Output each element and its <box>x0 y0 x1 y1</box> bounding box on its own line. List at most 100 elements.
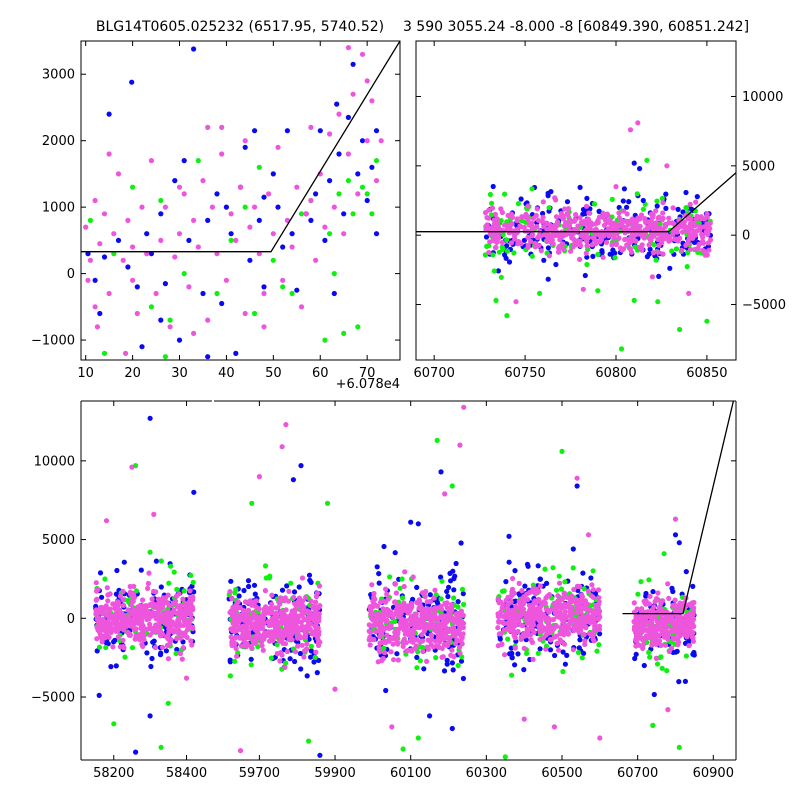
data-point-magenta <box>431 595 437 601</box>
data-point-green <box>266 575 273 581</box>
data-point-magenta <box>496 600 502 606</box>
data-point-magenta <box>425 645 431 651</box>
y-tick-label: 10000 <box>742 90 783 105</box>
data-point-blue <box>279 587 286 593</box>
data-point-magenta <box>598 237 605 243</box>
data-point-blue <box>444 661 450 667</box>
data-point-blue <box>654 203 660 209</box>
x-tick-label: 10 <box>77 366 94 381</box>
data-point-green <box>162 354 168 360</box>
data-point-blue <box>205 354 211 360</box>
data-point-magenta <box>508 599 514 605</box>
data-point-magenta <box>418 639 424 645</box>
data-point-magenta <box>332 686 338 692</box>
data-point-green <box>646 577 652 583</box>
data-point-magenta <box>514 230 520 236</box>
data-point-magenta <box>269 634 275 640</box>
data-point-magenta <box>98 626 104 633</box>
data-point-blue <box>149 655 155 662</box>
data-point-magenta <box>283 632 289 638</box>
data-point-magenta <box>120 257 126 263</box>
data-point-blue <box>444 588 450 595</box>
data-point-magenta <box>527 589 533 596</box>
data-point-green <box>638 579 644 585</box>
data-point-green <box>535 650 541 657</box>
data-point-magenta <box>685 241 691 247</box>
data-point-magenta <box>625 241 632 247</box>
data-point-magenta <box>256 606 262 612</box>
data-point-magenta <box>634 614 640 620</box>
data-point-green <box>87 217 93 223</box>
data-point-magenta <box>261 631 268 637</box>
data-point-magenta <box>671 229 677 236</box>
data-point-magenta <box>277 601 283 607</box>
data-point-magenta <box>489 205 496 211</box>
data-point-magenta <box>174 636 180 642</box>
data-point-magenta <box>636 619 643 626</box>
data-point-blue <box>509 654 515 661</box>
data-point-magenta <box>367 634 373 640</box>
data-point-magenta <box>627 127 634 133</box>
data-point-blue <box>296 584 302 590</box>
data-point-magenta <box>260 647 266 653</box>
data-point-green <box>283 660 289 666</box>
data-point-magenta <box>543 646 549 652</box>
data-point-magenta <box>570 616 576 622</box>
data-point-blue <box>176 337 183 343</box>
data-point-green <box>174 586 180 593</box>
data-point-magenta <box>487 231 493 237</box>
data-point-magenta <box>177 615 183 621</box>
data-point-magenta <box>687 246 694 252</box>
data-point-magenta <box>322 224 328 230</box>
data-point-magenta <box>153 624 159 630</box>
data-point-magenta <box>518 613 524 619</box>
data-point-green <box>364 191 370 197</box>
data-point-magenta <box>94 596 100 602</box>
data-point-blue <box>373 231 380 237</box>
data-point-magenta <box>406 603 412 609</box>
data-point-magenta <box>371 590 377 597</box>
data-point-magenta <box>228 634 234 640</box>
data-point-magenta <box>155 601 162 608</box>
data-point-green <box>581 586 587 592</box>
data-point-blue <box>690 583 696 590</box>
data-point-blue <box>497 636 503 642</box>
data-point-magenta <box>120 637 126 643</box>
data-point-magenta <box>524 626 531 632</box>
data-point-blue <box>690 651 696 657</box>
data-point-green <box>683 205 690 211</box>
data-point-magenta <box>534 206 540 212</box>
data-point-blue <box>414 584 420 591</box>
data-point-green <box>677 326 683 333</box>
data-point-magenta <box>219 151 225 157</box>
data-point-blue <box>290 477 296 483</box>
data-point-magenta <box>506 623 512 630</box>
data-point-magenta <box>564 211 570 217</box>
data-point-magenta <box>130 598 136 604</box>
data-point-magenta <box>296 632 302 639</box>
data-point-magenta <box>658 235 664 241</box>
data-point-magenta <box>593 603 599 609</box>
data-point-magenta <box>531 601 537 607</box>
data-point-blue <box>383 687 389 694</box>
data-point-magenta <box>359 51 366 57</box>
data-point-green <box>214 290 220 297</box>
data-point-magenta <box>672 516 679 522</box>
data-point-magenta <box>505 611 511 617</box>
data-point-blue <box>99 594 105 600</box>
panel-bottom-y-ticks: −5000 0 5000 10000 <box>31 454 736 706</box>
data-point-magenta <box>520 631 527 638</box>
data-point-blue <box>541 257 547 263</box>
data-point-magenta <box>384 632 390 638</box>
data-point-magenta <box>183 675 190 681</box>
data-point-magenta <box>579 592 585 598</box>
data-point-magenta <box>649 214 656 220</box>
panel-top-left: BLG14T0605.025232 (6517.95, 5740.52) 10 2… <box>31 19 401 392</box>
panel-top-left-model-line <box>81 41 400 253</box>
data-point-magenta <box>237 605 243 611</box>
data-point-magenta <box>156 616 162 623</box>
data-point-magenta <box>173 593 179 599</box>
panel-top-right-points <box>482 120 714 352</box>
data-point-magenta <box>214 251 220 257</box>
data-point-magenta <box>620 208 627 214</box>
